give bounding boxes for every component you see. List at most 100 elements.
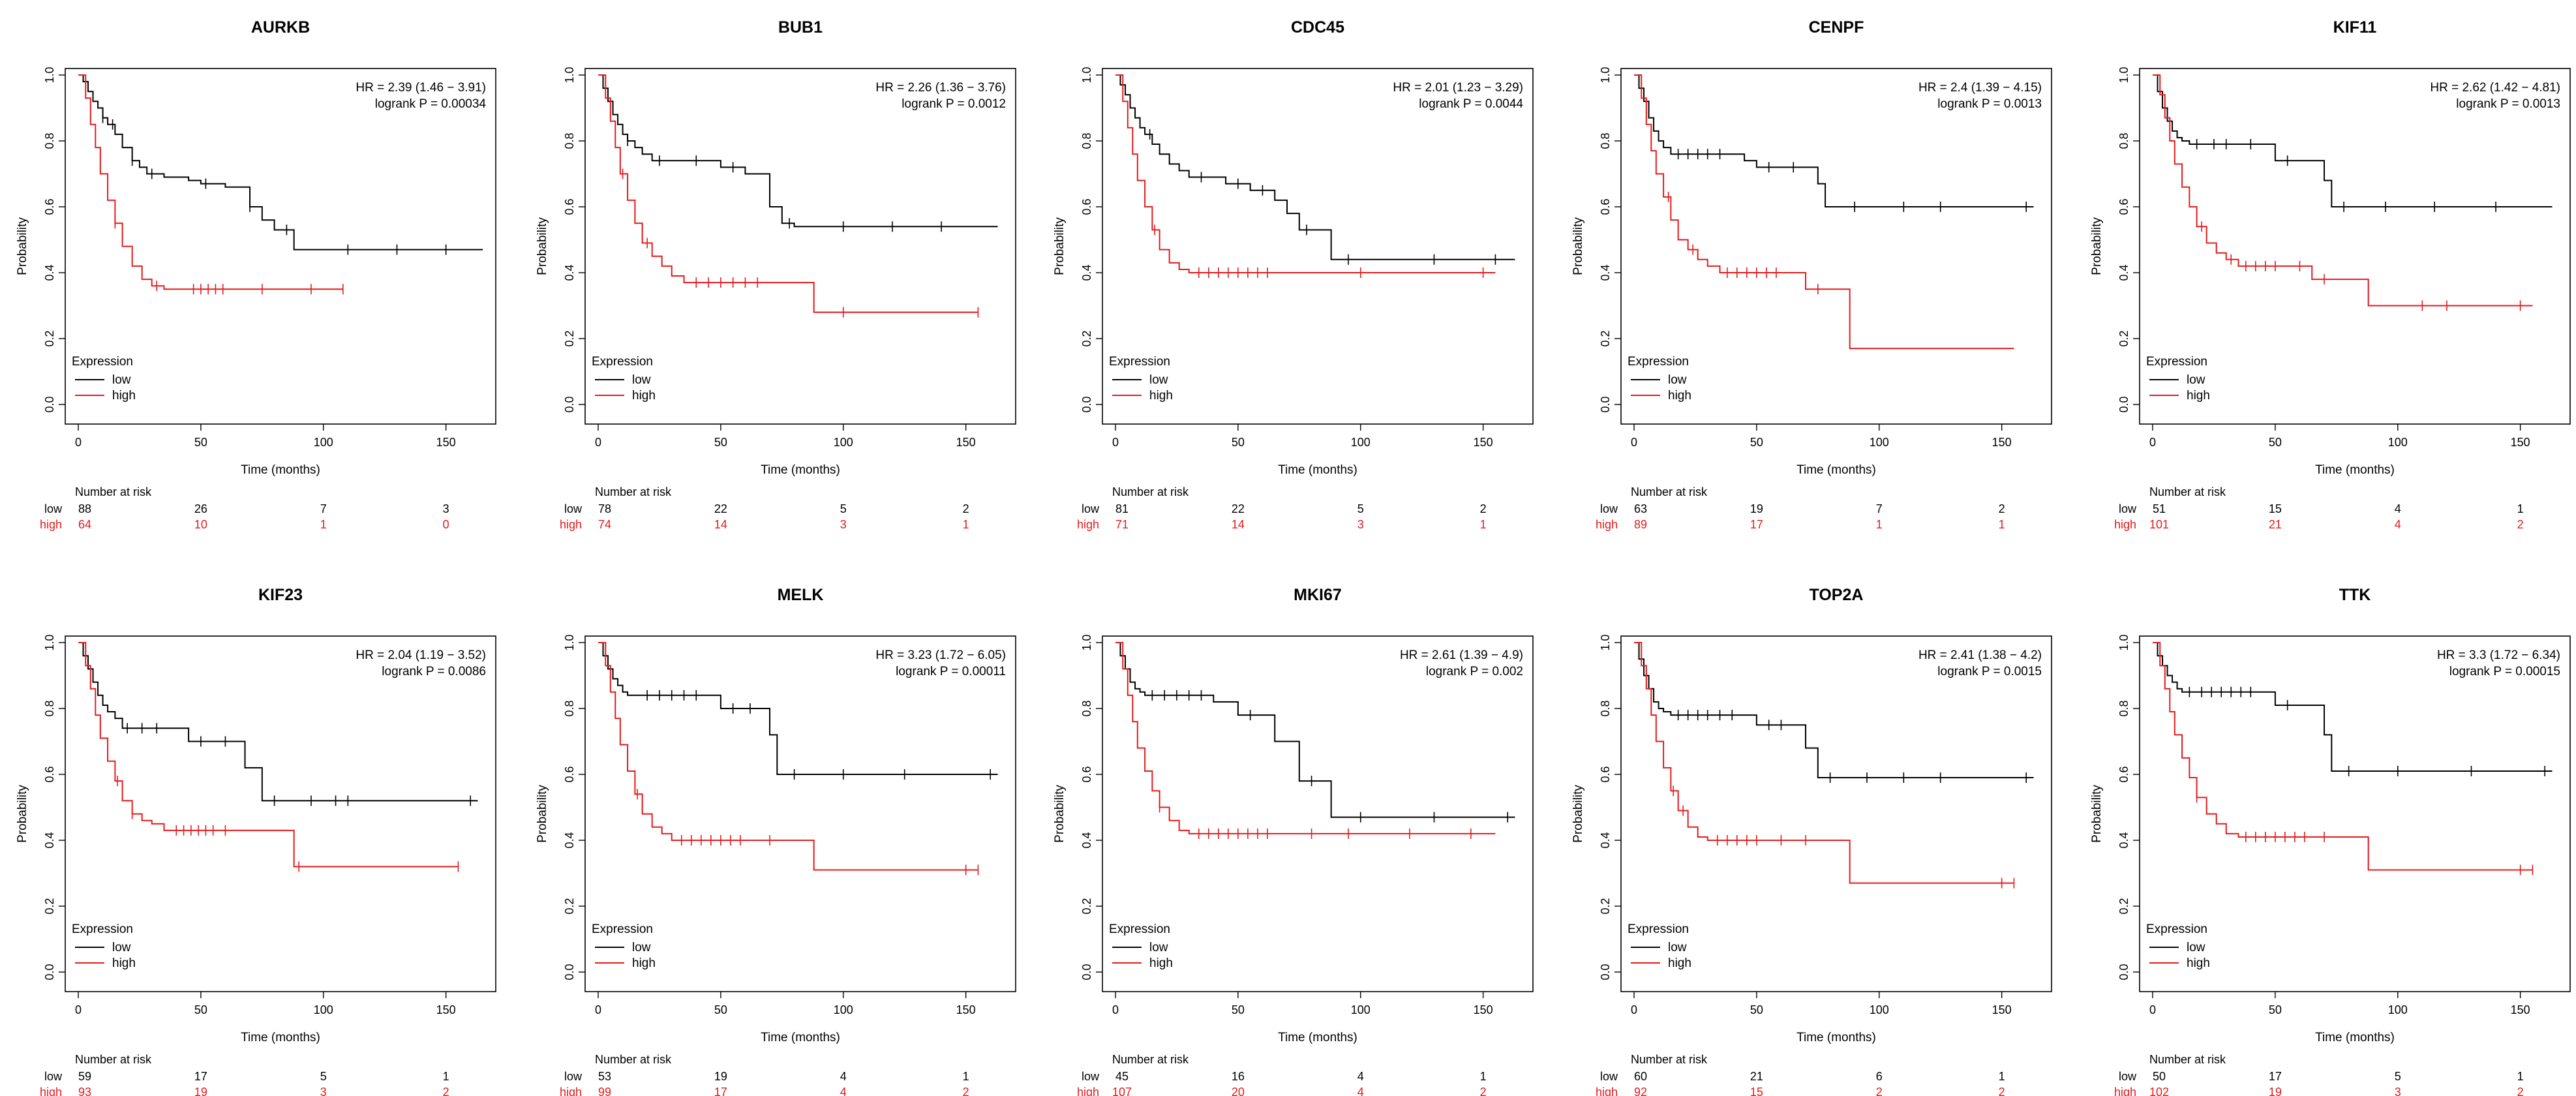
series-high	[78, 74, 344, 295]
risk-row-label-high: high	[40, 518, 62, 531]
legend-label-low: low	[2187, 941, 2205, 954]
y-tick-label: 0.8	[1599, 700, 1612, 716]
series-low	[1115, 74, 1515, 265]
plot-frame	[1620, 68, 2052, 425]
y-tick-label: 0.4	[1599, 264, 1612, 281]
risk-value-low: 81	[1115, 502, 1129, 515]
risk-table: Number at risk low high 53 99 19 17 4 4 1 2	[560, 1053, 969, 1096]
series-low	[1115, 642, 1515, 823]
risk-value-low: 2	[963, 502, 969, 515]
risk-table-title: Number at risk	[595, 1053, 672, 1066]
risk-value-low: 59	[78, 1070, 91, 1083]
y-axis-label: Probability	[1053, 217, 1067, 275]
legend-label-high: high	[2187, 956, 2210, 970]
risk-value-low: 1	[1999, 1070, 2005, 1083]
x-tick-label: 0	[2149, 1003, 2156, 1016]
survival-curve-low	[2153, 74, 2553, 207]
logrank-p: logrank P = 0.0086	[382, 665, 486, 678]
y-tick-label: 0.4	[43, 832, 56, 848]
risk-value-low: 2	[1480, 502, 1487, 515]
series-high	[78, 642, 459, 872]
survival-curve-high	[2153, 642, 2533, 871]
x-axis-label: Time (months)	[1278, 1031, 1357, 1044]
risk-value-high: 19	[2269, 1086, 2282, 1096]
risk-value-high: 2	[1876, 1086, 1883, 1096]
risk-value-high: 89	[1634, 518, 1647, 531]
y-tick-label: 0.4	[1080, 264, 1093, 281]
risk-value-high: 101	[2149, 518, 2169, 531]
y-tick-label: 0.2	[563, 330, 576, 346]
risk-row-label-low: low	[1082, 502, 1100, 515]
y-tick-label: 0.8	[1080, 700, 1093, 716]
y-tick-label: 0.6	[43, 766, 56, 782]
legend-title: Expression	[1109, 922, 1170, 936]
x-tick-label: 150	[956, 1003, 976, 1016]
x-tick-label: 100	[314, 1003, 333, 1016]
x-axis: 0 50 100 150 Time (months)	[1631, 992, 2012, 1044]
y-tick-label: 1.0	[1599, 67, 1612, 83]
risk-row-label-low: low	[2119, 502, 2137, 515]
panel-title: AURKB	[251, 18, 310, 37]
risk-value-high: 1	[1876, 518, 1883, 531]
legend-label-high: high	[1149, 389, 1173, 403]
x-axis: 0 50 100 150 Time (months)	[1112, 992, 1493, 1044]
y-tick-label: 0.8	[563, 700, 576, 716]
x-axis-label: Time (months)	[761, 1031, 840, 1044]
legend-title: Expression	[1628, 922, 1689, 936]
legend: Expression low high	[1109, 922, 1173, 970]
legend-label-high: high	[2187, 389, 2210, 403]
legend: Expression low high	[592, 355, 656, 403]
y-axis: 0.0 0.2 0.4 0.6 0.8 1.0 Probability	[1571, 634, 1621, 981]
y-tick-label: 0.0	[2117, 964, 2130, 980]
survival-curve-high	[1634, 642, 2014, 884]
legend-label-low: low	[1149, 941, 1168, 954]
risk-value-low: 4	[2395, 502, 2401, 515]
risk-row-label-high: high	[1077, 518, 1099, 531]
x-axis: 0 50 100 150 Time (months)	[2149, 424, 2530, 477]
km-panel-mki67: MKI67 0.0 0.2 0.4 0.6 0.8 1.0 Probability 0 50 100…	[1053, 586, 1534, 1096]
risk-value-high: 4	[1357, 1086, 1364, 1096]
risk-value-high: 17	[1750, 518, 1763, 531]
logrank-p: logrank P = 0.0013	[2456, 97, 2560, 111]
risk-table-title: Number at risk	[2149, 485, 2226, 498]
x-tick-label: 0	[595, 436, 601, 449]
risk-value-high: 19	[194, 1086, 207, 1096]
km-panel-kif11: KIF11 0.0 0.2 0.4 0.6 0.8 1.0 Probability 0 50 100…	[2090, 18, 2571, 531]
risk-value-low: 16	[1232, 1070, 1245, 1083]
x-tick-label: 50	[2269, 436, 2282, 449]
risk-table: Number at risk low high 59 93 17 19 5 3 1 2	[40, 1053, 449, 1096]
y-tick-label: 0.2	[563, 898, 576, 914]
logrank-p: logrank P = 0.0044	[1419, 97, 1523, 111]
x-tick-label: 100	[1870, 436, 1889, 449]
risk-value-high: 0	[443, 518, 449, 531]
y-tick-label: 0.2	[43, 330, 56, 346]
risk-value-high: 99	[598, 1086, 611, 1096]
x-tick-label: 50	[194, 1003, 207, 1016]
risk-row-label-high: high	[560, 1086, 582, 1096]
km-panel-cenpf: CENPF 0.0 0.2 0.4 0.6 0.8 1.0 Probability 0 50 100…	[1571, 18, 2052, 531]
plot-frame	[2139, 68, 2571, 425]
y-tick-label: 0.2	[2117, 898, 2130, 914]
x-tick-label: 100	[1351, 436, 1371, 449]
km-panel-top2a: TOP2A 0.0 0.2 0.4 0.6 0.8 1.0 Probability 0 50 100…	[1571, 586, 2052, 1096]
y-axis: 0.0 0.2 0.4 0.6 0.8 1.0 Probability	[536, 634, 585, 981]
plot-frame	[2139, 635, 2571, 992]
plot-frame	[1620, 635, 2052, 992]
series-high	[598, 642, 979, 875]
x-tick-label: 150	[956, 436, 976, 449]
x-tick-label: 150	[2511, 1003, 2530, 1016]
plot-frame	[65, 68, 496, 425]
risk-table-title: Number at risk	[1112, 485, 1189, 498]
plot-frame	[1102, 68, 1534, 425]
x-tick-label: 50	[194, 436, 207, 449]
x-tick-label: 100	[1870, 1003, 1889, 1016]
hazard-ratio: HR = 2.26 (1.36 − 3.76)	[875, 81, 1006, 95]
x-axis: 0 50 100 150 Time (months)	[75, 424, 456, 477]
y-tick-label: 0.0	[43, 964, 56, 980]
series-low	[598, 74, 998, 232]
y-tick-label: 0.6	[563, 198, 576, 215]
plot-frame	[584, 68, 1016, 425]
risk-value-high: 4	[840, 1086, 847, 1096]
survival-curve-low	[78, 74, 483, 251]
